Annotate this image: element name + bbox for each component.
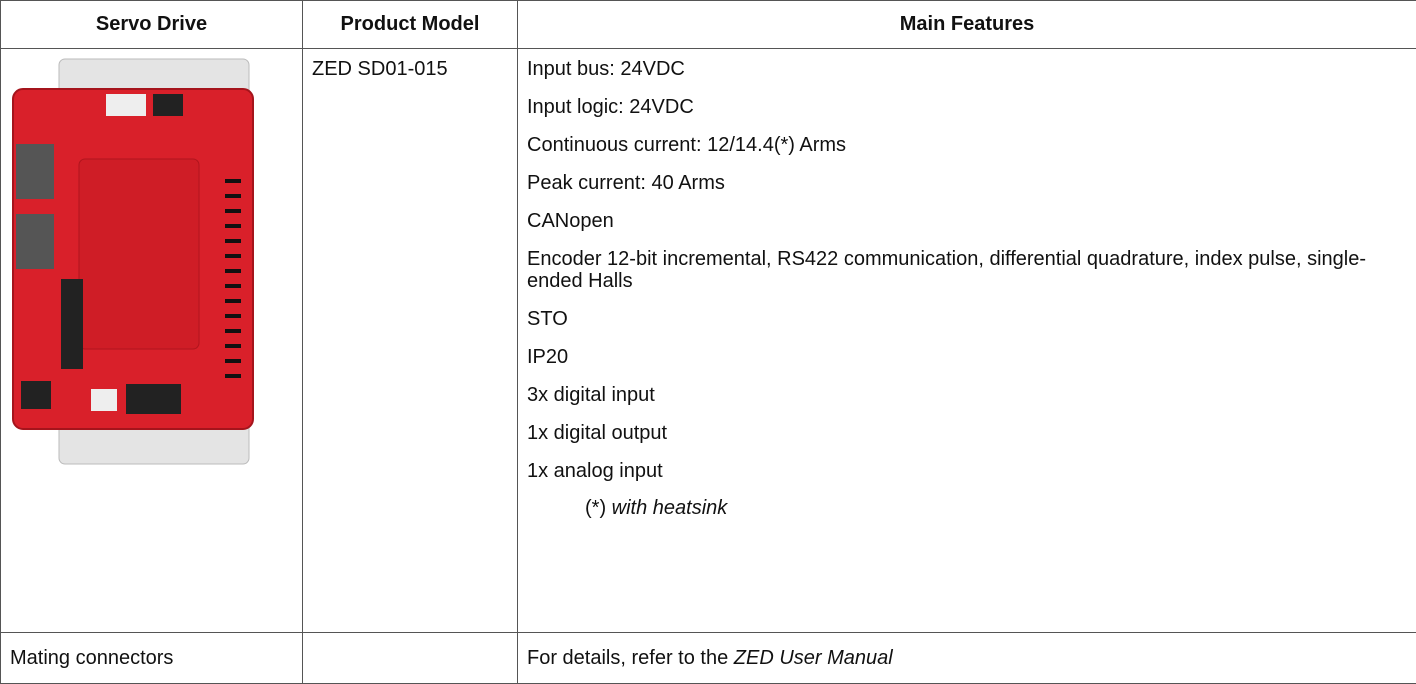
feature: 1x analog input	[527, 451, 1407, 489]
model: ZED SD01-015	[312, 49, 508, 80]
feature: Input logic: 24VDC	[527, 87, 1407, 125]
note-text: with heatsink	[612, 497, 728, 519]
note: (*) with heatsink	[527, 489, 1407, 527]
details-cell: For details, refer to the ZED User Manua…	[518, 633, 1416, 684]
feature: IP20	[527, 337, 1407, 375]
feature: Continuous current: 12/14.4(*) Arms	[527, 125, 1407, 163]
reference: ZED User Manual	[734, 647, 893, 669]
feature: 1x digital output	[527, 413, 1407, 451]
header-cell: Servo Drive	[1, 1, 303, 49]
empty-cell	[303, 633, 518, 684]
details-text: For details, refer to the	[527, 647, 728, 669]
product-image	[1, 49, 291, 469]
feature: STO	[527, 299, 1407, 337]
note-marker: (*)	[585, 497, 606, 519]
feature: Encoder 12-bit incremental, RS422 commun…	[527, 239, 1407, 299]
header-cell: Main Features	[518, 1, 1416, 49]
connectors-row: Mating connectors For details, refer to …	[1, 633, 1416, 684]
label-cell: Mating connectors	[1, 633, 303, 684]
feature: Peak current: 40 Arms	[527, 163, 1407, 201]
image-cell	[1, 49, 303, 633]
model-cell: ZED SD01-015	[303, 49, 518, 633]
header-cell: Product Model	[303, 1, 518, 49]
header-row: Servo Drive Product Model Main Features	[1, 1, 1416, 49]
feature: Input bus: 24VDC	[527, 49, 1407, 87]
feature: CANopen	[527, 201, 1407, 239]
feature: 3x digital input	[527, 375, 1407, 413]
